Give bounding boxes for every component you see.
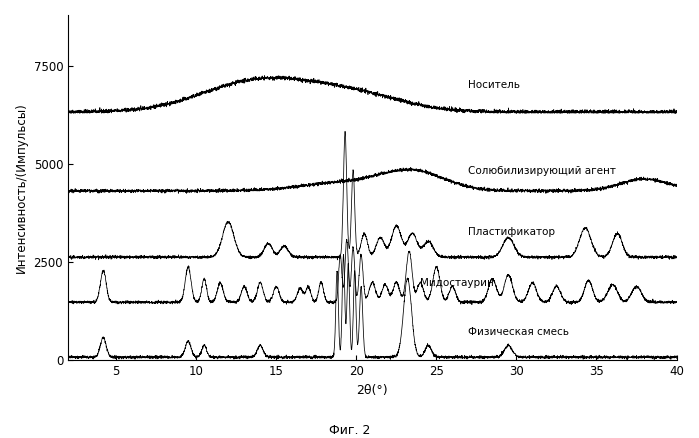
Text: Солюбилизирующий агент: Солюбилизирующий агент xyxy=(468,166,617,176)
Text: Физическая смесь: Физическая смесь xyxy=(468,327,570,337)
Y-axis label: Интенсивность/(Импульсы): Интенсивность/(Импульсы) xyxy=(15,102,28,273)
X-axis label: 2θ(°): 2θ(°) xyxy=(356,384,388,397)
Text: Мидостаурин: Мидостаурин xyxy=(420,279,494,289)
Text: Пластификатор: Пластификатор xyxy=(468,227,556,237)
Text: Носитель: Носитель xyxy=(468,80,520,89)
Text: Фиг. 2: Фиг. 2 xyxy=(329,424,370,437)
